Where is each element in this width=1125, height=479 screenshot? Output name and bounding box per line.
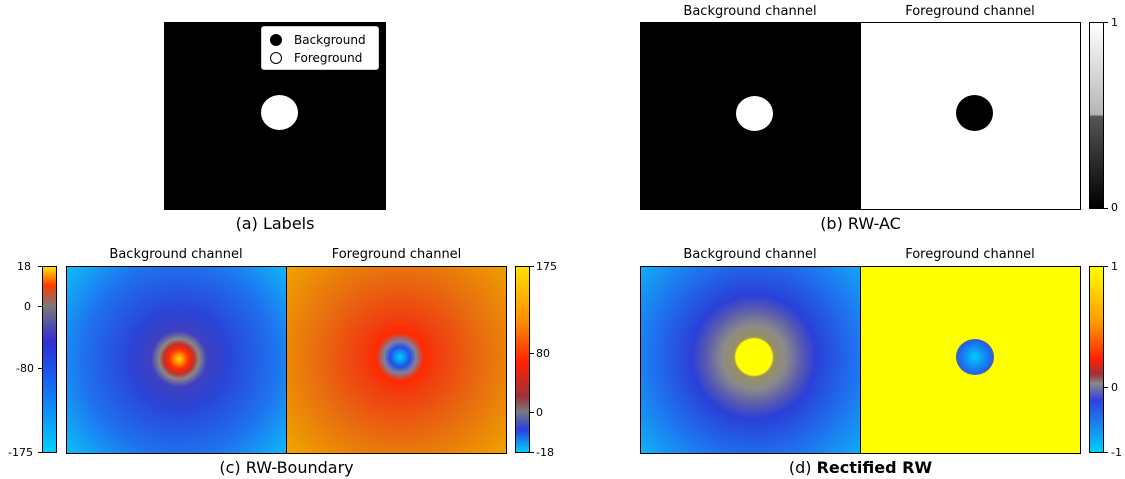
caption-rectified-bold: Rectified RW [816,458,933,477]
rwb-left-tick-18: 18 [17,260,31,273]
rectified-foreground-channel [860,266,1081,454]
rwac-foreground-channel [860,22,1081,210]
rectified-cbar-mark-0 [1104,387,1108,388]
labels-legend: Background Foreground [261,26,379,70]
rwb-left-tick-0: 0 [24,300,31,313]
rwb-right-tick-0: 0 [536,406,543,419]
rectified-colorbar [1089,266,1104,453]
rectified-fg-blob [956,339,994,375]
rectified-title-background: Background channel [683,247,817,262]
rwb-left-mark-80 [38,368,42,369]
rwac-bg-blob [736,96,773,131]
legend-entry-background: Background [270,33,366,47]
legend-foreground-label: Foreground [294,51,363,65]
rwac-title-background: Background channel [683,4,817,19]
rectified-cbar-mark-1 [1104,266,1108,267]
caption-rectified-prefix: (d) [788,458,812,477]
background-marker-icon [270,34,282,46]
caption-rectified-rw: (d) Rectified RW [640,458,1081,477]
labels-image: Background Foreground [164,22,386,210]
foreground-marker-icon [270,52,282,64]
rwb-right-colorbar [515,266,530,453]
rwac-cbar-tick-1 [1104,22,1108,23]
rwb-background-channel [66,266,287,454]
rwb-right-mark-0 [530,412,534,413]
rectified-title-foreground: Foreground channel [905,247,1035,262]
rectified-cbar-label-0: 0 [1111,381,1118,394]
rwb-right-mark-80 [530,353,534,354]
rwb-foreground-channel [286,266,507,454]
rwac-colorbar [1089,22,1104,209]
rwb-left-tick-80: -80 [16,362,34,375]
caption-rw-boundary: (c) RW-Boundary [219,458,354,477]
rwac-title-foreground: Foreground channel [905,4,1035,19]
caption-labels: (a) Labels [235,214,315,233]
rwb-left-tick-175: -175 [8,446,33,459]
rwac-cbar-label-1: 1 [1111,16,1118,29]
rwb-left-colorbar [42,266,57,453]
rwac-background-channel [640,22,861,210]
rwb-right-mark-175 [530,266,534,267]
rectified-cbar-label-neg1: -1 [1111,446,1122,459]
rwb-title-background: Background channel [109,247,243,262]
rwb-right-mark-18 [530,452,534,453]
rwb-title-foreground: Foreground channel [331,247,462,262]
rwb-left-mark-175 [38,452,42,453]
rwb-right-tick-18: -18 [536,446,554,459]
caption-rwac: (b) RW-AC [820,214,901,233]
rwb-right-tick-175: 175 [536,260,557,273]
rwac-cbar-label-0: 0 [1111,201,1118,214]
rwac-cbar-tick-0 [1104,208,1108,209]
rwac-fg-blob [956,95,993,131]
rectified-background-channel [640,266,861,454]
rectified-cbar-label-1: 1 [1111,260,1118,273]
rwb-right-tick-80: 80 [536,347,550,360]
legend-entry-foreground: Foreground [270,51,362,65]
rectified-cbar-mark-neg1 [1104,452,1108,453]
foreground-seed-blob [261,95,298,130]
legend-background-label: Background [294,33,366,47]
rwb-left-mark-18 [38,266,42,267]
rwb-left-mark-0 [38,306,42,307]
